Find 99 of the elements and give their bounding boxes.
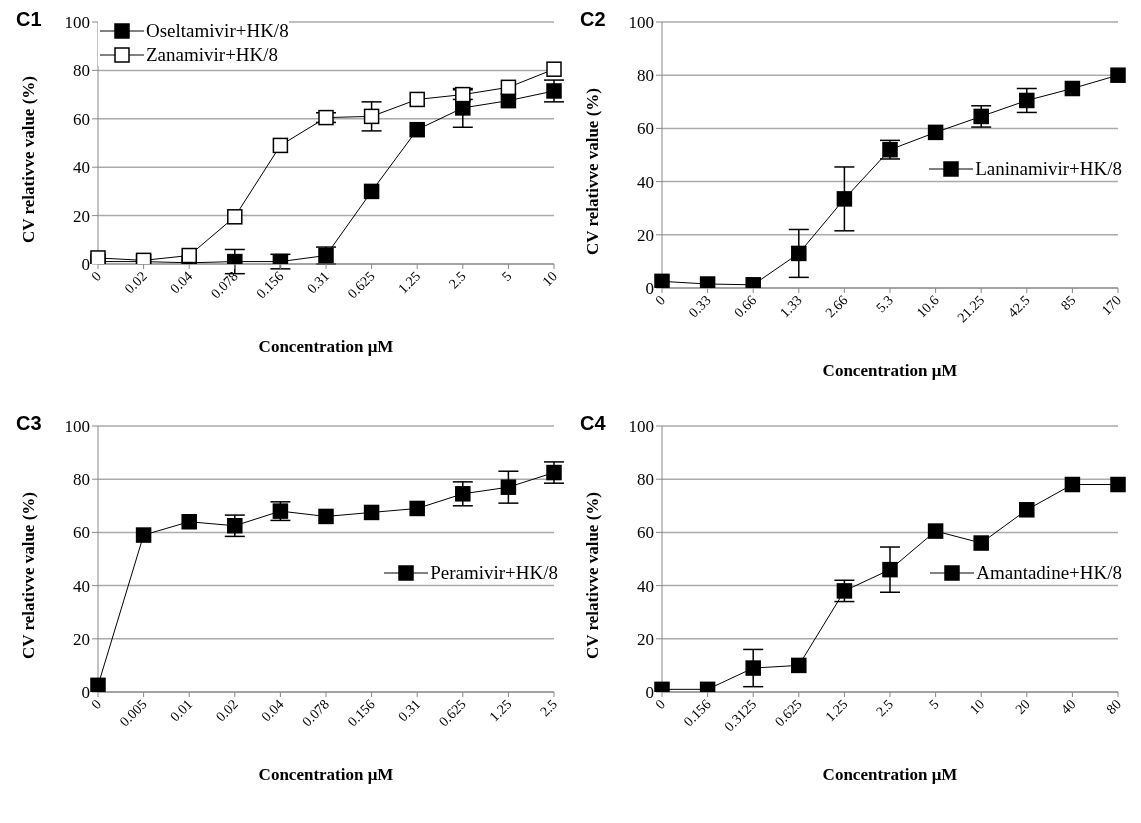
point [181, 514, 197, 530]
x-tick-label: 85 [1058, 292, 1079, 314]
y-axis-title: CV relativve value (%) [583, 88, 603, 255]
x-axis-title: Concentration μM [822, 765, 958, 784]
point [318, 508, 334, 525]
y-tick-label: 20 [637, 629, 654, 649]
y-tick-label: 80 [73, 470, 90, 490]
point [272, 137, 289, 154]
x-tick-label: 0.31 [304, 268, 333, 297]
legend-label: Laninamivir+HK/8 [975, 158, 1122, 180]
x-tick-label: 1.33 [776, 292, 805, 321]
legend-label: Peramivir+HK/8 [430, 562, 558, 584]
point [409, 500, 425, 517]
x-tick-label: 10 [966, 696, 988, 718]
x-tick-label: 1.25 [486, 696, 515, 725]
point [363, 183, 380, 200]
x-tick-label: 40 [1058, 696, 1079, 718]
x-axis-title: Concentration μM [258, 337, 394, 356]
y-tick-label: 60 [73, 523, 90, 543]
x-tick-label: 170 [1098, 292, 1125, 318]
x-tick-label: 0.66 [731, 292, 760, 321]
point [1110, 476, 1126, 493]
y-tick-label: 20 [73, 206, 90, 226]
chart-title: C3 [16, 412, 42, 435]
x-tick-label: 5.3 [873, 292, 897, 316]
x-tick-label: 80 [1103, 696, 1125, 718]
point [791, 245, 807, 262]
y-tick-label: 40 [73, 576, 90, 596]
x-tick-label: 2.5 [445, 268, 469, 292]
x-tick-label: 0.02 [121, 268, 150, 297]
y-tick-label: 60 [637, 523, 654, 543]
chart-title: C1 [16, 8, 42, 31]
x-tick-label: 0.31 [395, 696, 424, 725]
point [546, 61, 562, 77]
x-tick-label: 0.33 [685, 292, 714, 321]
point [90, 677, 106, 692]
point [1019, 92, 1035, 109]
y-axis-title: CV relativve value (%) [583, 492, 603, 659]
y-tick-label: 60 [637, 119, 654, 139]
y-tick-label: 100 [64, 13, 90, 33]
point [363, 108, 380, 125]
y-tick-label: 80 [637, 66, 654, 86]
x-tick-label: 5 [498, 268, 515, 285]
point [1019, 502, 1035, 518]
y-tick-label: 100 [628, 13, 654, 33]
x-axis-title: Concentration μM [822, 361, 958, 380]
y-tick-label: 20 [73, 629, 90, 649]
x-tick-label: 2.66 [822, 292, 851, 321]
point [1110, 67, 1126, 83]
point [181, 247, 197, 264]
x-tick-label: 0.01 [167, 696, 196, 725]
legend-label: Zanamivir+HK/8 [146, 44, 279, 66]
y-axis-title: CV relativve value (%) [19, 76, 39, 243]
point [745, 660, 761, 676]
point [654, 273, 670, 288]
point [227, 209, 243, 225]
point [409, 91, 425, 108]
legend-label: Oseltamivir+HK/8 [146, 20, 289, 42]
point [363, 504, 380, 521]
point [882, 561, 898, 578]
y-tick-label: 40 [637, 576, 654, 596]
point [455, 486, 471, 502]
x-tick-label: 1.25 [395, 268, 424, 297]
point [927, 523, 944, 539]
y-tick-label: 40 [73, 158, 90, 178]
point [1064, 476, 1081, 493]
x-tick-label: 1.25 [822, 696, 851, 725]
x-tick-label: 0.04 [258, 696, 287, 725]
x-tick-label: 2.5 [537, 696, 561, 720]
point [927, 124, 944, 141]
chart-title: C2 [580, 8, 606, 31]
y-axis-title: CV relativve value (%) [19, 492, 39, 659]
y-tick-label: 60 [73, 109, 90, 129]
point [836, 191, 853, 207]
x-tick-label: 0.04 [167, 268, 196, 297]
x-tick-label: 5 [926, 696, 942, 713]
chart-title: C4 [580, 412, 606, 435]
point [500, 479, 517, 495]
x-tick-label: 0.02 [212, 696, 241, 725]
x-tick-label: 10.6 [913, 292, 942, 321]
point [409, 121, 425, 138]
x-tick-label: 10 [539, 268, 561, 290]
y-tick-label: 100 [628, 417, 654, 437]
point [973, 535, 989, 551]
x-tick-label: 20 [1012, 696, 1033, 718]
point [791, 657, 807, 674]
point [1064, 80, 1081, 97]
x-tick-label: 2.5 [873, 696, 897, 720]
x-tick-label: 42.5 [1004, 292, 1033, 321]
point [135, 527, 152, 543]
y-tick-label: 40 [637, 172, 654, 192]
x-axis-title: Concentration μM [258, 765, 394, 784]
y-tick-label: 80 [73, 61, 90, 81]
y-tick-label: 100 [64, 417, 90, 437]
y-tick-label: 20 [637, 225, 654, 245]
point [455, 100, 471, 116]
point [500, 79, 517, 96]
y-tick-label: 80 [637, 470, 654, 490]
legend-label: Amantadine+HK/8 [976, 562, 1122, 584]
